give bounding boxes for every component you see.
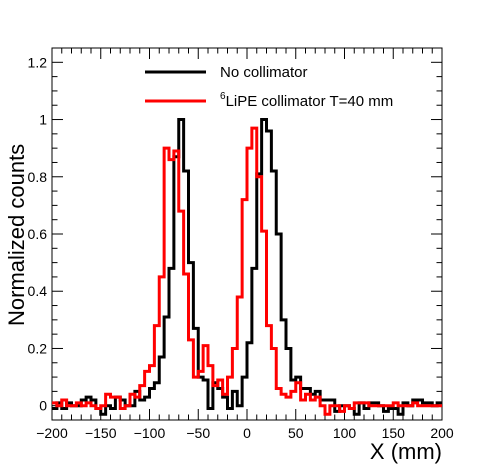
series-layer xyxy=(52,118,442,416)
y-tick-label: 0.8 xyxy=(28,169,48,185)
legend-label-lipe-collimator: 6LiPE collimator T=40 mm xyxy=(220,91,393,110)
x-tick-label: 0 xyxy=(243,425,251,441)
y-tick-label: 1 xyxy=(39,112,47,128)
legend: No collimator 6LiPE collimator T=40 mm xyxy=(145,64,393,110)
x-tick-label: 150 xyxy=(382,425,406,441)
x-tick-label: 100 xyxy=(333,425,357,441)
x-tick-label: 50 xyxy=(288,425,304,441)
y-tick-label: 0.4 xyxy=(28,283,48,299)
y-axis-title: Normalized counts xyxy=(4,144,29,326)
legend-label-no-collimator: No collimator xyxy=(220,64,308,81)
tick-labels: −200 −150 −100 −50 0 50 100 150 200 0 0.2 0.4 0.6 0.8… xyxy=(28,54,454,441)
x-tick-label: −150 xyxy=(85,425,117,441)
legend-superscript: 6 xyxy=(220,91,226,102)
x-tick-label: −100 xyxy=(134,425,166,441)
y-tick-label: 0 xyxy=(39,398,47,414)
y-tick-label: 0.2 xyxy=(28,340,48,356)
series-lipe-collimator xyxy=(52,126,442,416)
x-axis-title: X (mm) xyxy=(370,439,442,464)
legend-label-text: LiPE collimator T=40 mm xyxy=(226,93,394,110)
x-tick-label: −50 xyxy=(186,425,210,441)
y-tick-label: 0.6 xyxy=(28,226,48,242)
x-tick-label: 200 xyxy=(430,425,454,441)
x-tick-label: −200 xyxy=(36,425,68,441)
axis-ticks xyxy=(51,48,443,421)
y-tick-label: 1.2 xyxy=(28,54,48,70)
